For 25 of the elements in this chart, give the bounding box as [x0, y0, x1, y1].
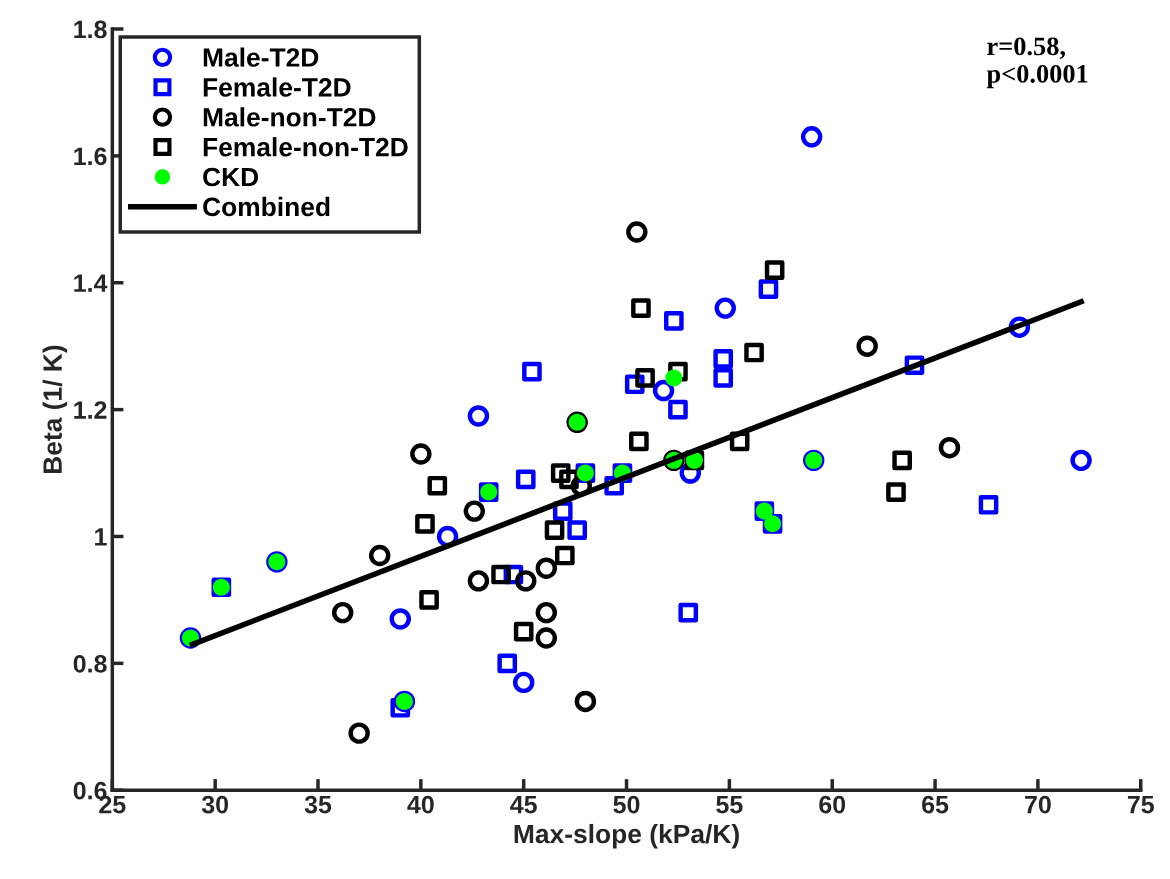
y-tick-label: 1	[95, 528, 107, 546]
x-axis-title: Max-slope (kPa/K)	[514, 823, 739, 849]
x-tick-label: 30	[201, 795, 229, 814]
x-tick-label: 55	[716, 796, 743, 814]
legend-label: CKD	[203, 167, 259, 187]
y-tick-label: 1.6	[74, 147, 107, 166]
annotation: r=0.58, p<0.0001	[986, 37, 1088, 89]
legend-label: Combined	[203, 196, 330, 217]
y-axis-title: Beta (1/ K)	[42, 345, 68, 474]
x-tick-label: 50	[613, 795, 640, 814]
y-tick-label: 0.8	[73, 654, 107, 673]
legend-label: Male-non-T2D	[203, 107, 376, 127]
y-tick-label: 1.2	[74, 401, 107, 419]
legend-label: Male-T2D	[203, 47, 319, 67]
x-tick-label: 70	[1025, 795, 1051, 814]
x-tick-label: 35	[304, 795, 332, 814]
x-tick-label: 75	[1127, 796, 1154, 814]
legend-label: Female-non-T2D	[203, 137, 408, 157]
x-tick-label: 45	[510, 796, 537, 814]
x-tick-label: 65	[922, 795, 949, 814]
x-tick-label: 40	[407, 795, 434, 814]
legend-label: Female-T2D	[203, 77, 351, 97]
y-tick-label: 1.4	[74, 274, 108, 292]
x-tick-label: 60	[819, 795, 846, 814]
y-tick-label: 1.8	[74, 20, 107, 39]
